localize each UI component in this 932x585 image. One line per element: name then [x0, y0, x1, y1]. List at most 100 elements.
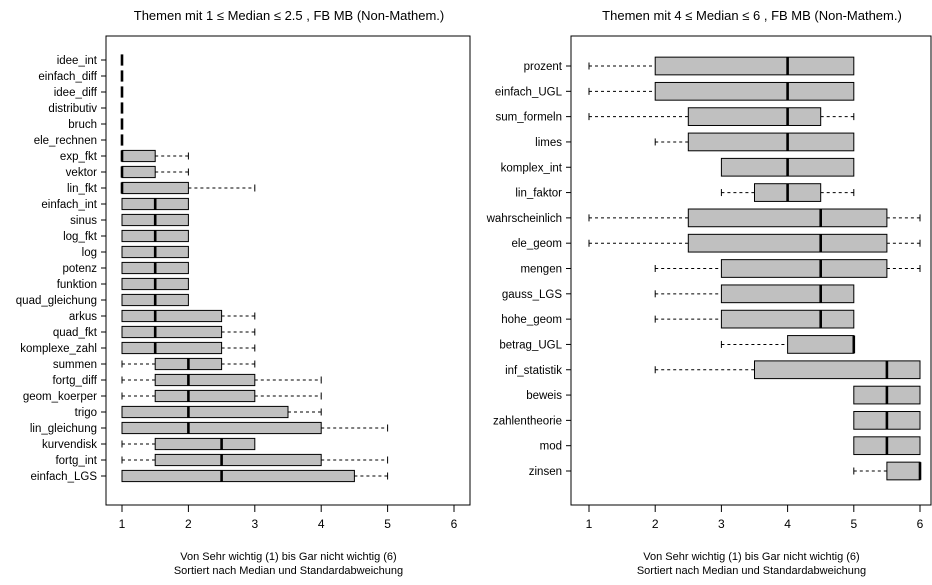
box-iqr	[154, 373, 256, 387]
category-label: wahrscheinlich	[486, 213, 562, 225]
category-label: idee_diff	[54, 87, 98, 99]
category-label: idee_int	[57, 55, 98, 67]
x-axis-label: Von Sehr wichtig (1) bis Gar nicht wicht…	[180, 551, 396, 563]
boxplot-limes	[654, 132, 855, 152]
box-iqr	[121, 165, 156, 179]
boxplot-fortg_int	[121, 453, 389, 467]
x-tick-label: 4	[318, 517, 325, 531]
x-tick-label: 5	[384, 517, 391, 531]
boxplot-exp_fkt	[120, 149, 189, 163]
boxplot-geom_koerper	[121, 389, 322, 403]
box-iqr	[121, 405, 289, 419]
category-label: gauss_LGS	[502, 289, 562, 301]
category-label: zinsen	[529, 466, 562, 478]
boxplot-lin_faktor	[720, 183, 855, 202]
category-label: lin_fkt	[67, 183, 98, 195]
x-tick-label: 3	[718, 517, 725, 531]
box-iqr	[154, 389, 256, 403]
category-label: prozent	[524, 61, 563, 73]
x-tick-label: 3	[251, 517, 258, 531]
x-tick-label: 4	[784, 517, 791, 531]
category-label: hohe_geom	[501, 314, 562, 326]
boxplot-quad_fkt	[121, 325, 256, 339]
box-iqr	[687, 107, 822, 126]
boxplot-einfach_int	[121, 197, 189, 211]
box-iqr	[754, 360, 921, 380]
x-tick-label: 1	[586, 517, 593, 531]
chart-title: Themen mit 1 ≤ Median ≤ 2.5 , FB MB (Non…	[134, 8, 444, 23]
category-label: mengen	[520, 264, 562, 276]
boxplot-mod	[853, 436, 921, 456]
box-iqr	[687, 132, 855, 152]
category-label: bruch	[68, 119, 97, 131]
category-label: lin_faktor	[515, 188, 562, 200]
box-iqr	[654, 56, 855, 76]
category-label: arkus	[69, 311, 97, 323]
x-axis-label: Von Sehr wichtig (1) bis Gar nicht wicht…	[643, 551, 859, 563]
boxplot-funktion	[121, 277, 189, 291]
category-label: summen	[53, 359, 97, 371]
category-label: trigo	[75, 407, 97, 419]
category-label: inf_statistik	[505, 365, 562, 377]
box-iqr	[121, 181, 189, 195]
box-iqr	[720, 259, 888, 278]
boxplot-prozent	[588, 56, 855, 76]
boxplot-komplex_int	[720, 157, 855, 177]
category-label: log_fkt	[63, 231, 98, 243]
category-label: lin_gleichung	[30, 423, 97, 435]
category-label: fortg_diff	[52, 375, 97, 387]
category-label: log	[82, 247, 97, 259]
category-label: funktion	[57, 279, 97, 291]
category-label: komplex_int	[501, 162, 563, 174]
boxplot-gauss_LGS	[654, 284, 855, 304]
boxplot-wahrscheinlich	[588, 208, 921, 228]
boxplot-einfach_LGS	[121, 469, 389, 483]
box-iqr	[720, 309, 855, 329]
box-iqr	[121, 421, 322, 435]
box-iqr	[886, 461, 921, 481]
boxplot-sum_formeln	[588, 107, 855, 126]
boxplot-vektor	[120, 165, 189, 179]
category-label: einfach_LGS	[31, 471, 98, 483]
category-label: geom_koerper	[23, 391, 97, 403]
category-label: zahlentheorie	[493, 415, 562, 427]
box-iqr	[654, 81, 855, 101]
category-label: distributiv	[48, 103, 97, 115]
category-label: betrag_UGL	[499, 339, 562, 351]
x-axis-sublabel: Sortiert nach Median und Standardabweich…	[174, 565, 403, 577]
boxplot-betrag_UGL	[720, 335, 856, 354]
box-iqr	[121, 341, 223, 355]
boxplot-einfach_UGL	[588, 81, 855, 101]
boxplot-summen	[121, 357, 256, 371]
box-iqr	[121, 149, 156, 163]
category-label: sum_formeln	[496, 112, 562, 124]
x-tick-label: 6	[917, 517, 924, 531]
boxplot-hohe_geom	[654, 309, 855, 329]
x-tick-label: 6	[451, 517, 458, 531]
boxplot-inf_statistik	[654, 360, 921, 380]
chart-title: Themen mit 4 ≤ Median ≤ 6 , FB MB (Non-M…	[602, 8, 902, 23]
x-tick-label: 1	[119, 517, 126, 531]
category-label: einfach_int	[41, 199, 97, 211]
boxplot-lin_fkt	[120, 181, 256, 195]
category-label: fortg_int	[55, 455, 97, 467]
plot-frame	[570, 35, 932, 506]
box-iqr	[121, 325, 223, 339]
x-tick-label: 5	[850, 517, 857, 531]
plot-frame	[105, 35, 471, 506]
category-label: exp_fkt	[60, 151, 98, 163]
category-label: quad_fkt	[53, 327, 98, 339]
boxplot-sinus	[121, 213, 189, 227]
category-label: potenz	[62, 263, 97, 275]
category-label: kurvendisk	[42, 439, 97, 451]
category-label: einfach_diff	[38, 71, 97, 83]
x-tick-label: 2	[185, 517, 192, 531]
category-label: ele_geom	[511, 238, 562, 250]
boxplot-komplexe_zahl	[121, 341, 256, 355]
category-label: vektor	[66, 167, 97, 179]
box-iqr	[121, 469, 355, 483]
boxplot-kurvendisk	[121, 437, 256, 451]
box-iqr	[687, 208, 888, 228]
boxplot-zinsen	[853, 461, 922, 481]
